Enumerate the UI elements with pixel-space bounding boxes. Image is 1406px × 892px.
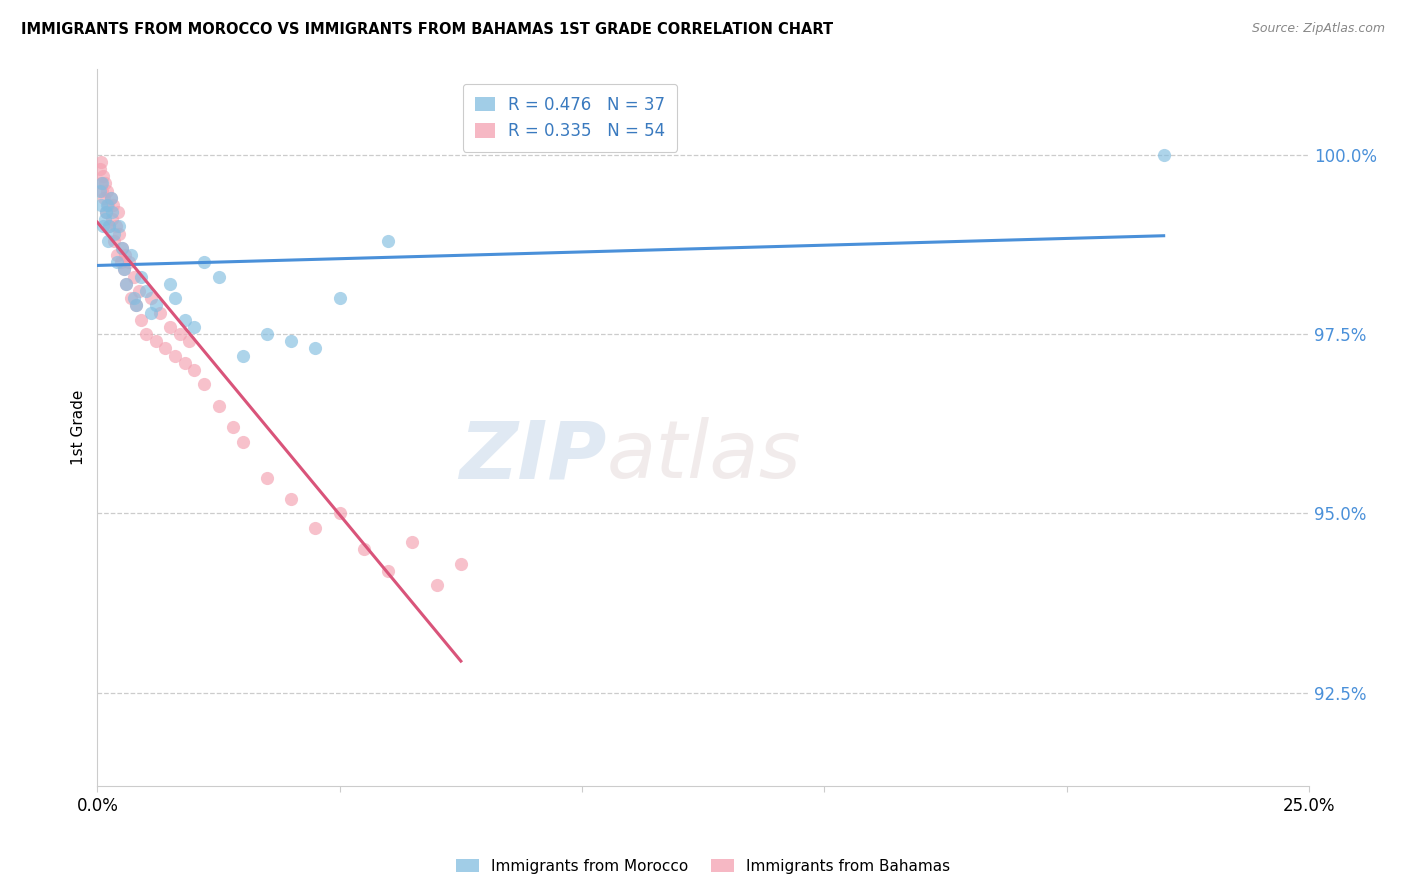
- Point: [100, 191, 122, 205]
- Point: [105, 248, 128, 262]
- Point: [155, 342, 177, 356]
- Point: [256, 326, 278, 341]
- Point: [426, 578, 449, 592]
- Point: [128, 284, 150, 298]
- Point: [104, 219, 127, 234]
- Point: [97, 198, 120, 212]
- Point: [183, 363, 205, 377]
- Point: [118, 255, 141, 269]
- Point: [108, 227, 131, 241]
- Point: [179, 334, 201, 349]
- Point: [112, 262, 135, 277]
- Point: [129, 269, 152, 284]
- Point: [101, 205, 124, 219]
- Point: [112, 262, 135, 277]
- Point: [280, 334, 302, 349]
- Text: IMMIGRANTS FROM MOROCCO VS IMMIGRANTS FROM BAHAMAS 1ST GRADE CORRELATION CHART: IMMIGRANTS FROM MOROCCO VS IMMIGRANTS FR…: [21, 22, 834, 37]
- Point: [280, 492, 302, 507]
- Point: [93, 212, 115, 227]
- Point: [329, 291, 352, 305]
- Text: atlas: atlas: [606, 417, 801, 495]
- Point: [125, 298, 148, 312]
- Point: [98, 219, 121, 234]
- Point: [163, 291, 186, 305]
- Point: [114, 248, 136, 262]
- Point: [94, 177, 117, 191]
- Point: [129, 312, 152, 326]
- Point: [101, 212, 124, 227]
- Point: [377, 564, 399, 578]
- Point: [100, 191, 122, 205]
- Point: [450, 557, 472, 571]
- Point: [135, 284, 157, 298]
- Point: [90, 154, 112, 169]
- Point: [96, 184, 118, 198]
- Point: [122, 269, 145, 284]
- Point: [93, 191, 115, 205]
- Point: [145, 334, 167, 349]
- Point: [101, 198, 124, 212]
- Point: [353, 542, 375, 557]
- Point: [1153, 147, 1175, 161]
- Point: [115, 277, 138, 291]
- Legend: Immigrants from Morocco, Immigrants from Bahamas: Immigrants from Morocco, Immigrants from…: [450, 853, 956, 880]
- Point: [139, 305, 162, 319]
- Point: [94, 205, 117, 219]
- Point: [90, 177, 112, 191]
- Point: [98, 219, 121, 234]
- Point: [145, 298, 167, 312]
- Point: [110, 241, 132, 255]
- Point: [193, 255, 215, 269]
- Point: [139, 291, 162, 305]
- Point: [89, 184, 111, 198]
- Text: Source: ZipAtlas.com: Source: ZipAtlas.com: [1251, 22, 1385, 36]
- Point: [163, 349, 186, 363]
- Point: [91, 219, 114, 234]
- Point: [193, 377, 215, 392]
- Point: [159, 277, 181, 291]
- Point: [329, 507, 352, 521]
- Point: [207, 269, 229, 284]
- Point: [256, 470, 278, 484]
- Point: [110, 255, 132, 269]
- Point: [105, 255, 128, 269]
- Point: [377, 234, 399, 248]
- Point: [232, 349, 254, 363]
- Point: [103, 234, 125, 248]
- Point: [159, 319, 181, 334]
- Point: [173, 356, 195, 370]
- Point: [304, 521, 326, 535]
- Point: [108, 219, 131, 234]
- Point: [91, 177, 114, 191]
- Point: [169, 326, 191, 341]
- Point: [401, 535, 423, 549]
- Point: [183, 319, 205, 334]
- Point: [110, 241, 132, 255]
- Point: [120, 291, 142, 305]
- Point: [115, 277, 138, 291]
- Point: [97, 234, 120, 248]
- Y-axis label: 1st Grade: 1st Grade: [72, 390, 86, 465]
- Point: [232, 434, 254, 449]
- Point: [125, 298, 148, 312]
- Point: [122, 291, 145, 305]
- Point: [89, 161, 111, 176]
- Point: [304, 342, 326, 356]
- Legend: R = 0.476   N = 37, R = 0.335   N = 54: R = 0.476 N = 37, R = 0.335 N = 54: [463, 84, 676, 152]
- Point: [207, 399, 229, 413]
- Point: [135, 326, 157, 341]
- Point: [222, 420, 245, 434]
- Point: [149, 305, 172, 319]
- Point: [90, 198, 112, 212]
- Point: [91, 169, 114, 183]
- Point: [173, 312, 195, 326]
- Point: [91, 184, 114, 198]
- Point: [94, 205, 117, 219]
- Text: ZIP: ZIP: [458, 417, 606, 495]
- Point: [96, 198, 118, 212]
- Point: [107, 205, 129, 219]
- Point: [103, 227, 125, 241]
- Point: [120, 248, 142, 262]
